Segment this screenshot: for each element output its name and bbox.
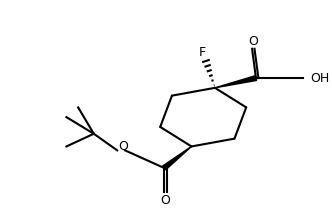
Text: O: O	[248, 35, 258, 49]
Text: OH: OH	[311, 72, 330, 85]
Polygon shape	[215, 76, 257, 88]
Text: O: O	[118, 140, 128, 153]
Text: F: F	[199, 46, 206, 59]
Text: O: O	[160, 194, 170, 207]
Polygon shape	[163, 146, 192, 170]
